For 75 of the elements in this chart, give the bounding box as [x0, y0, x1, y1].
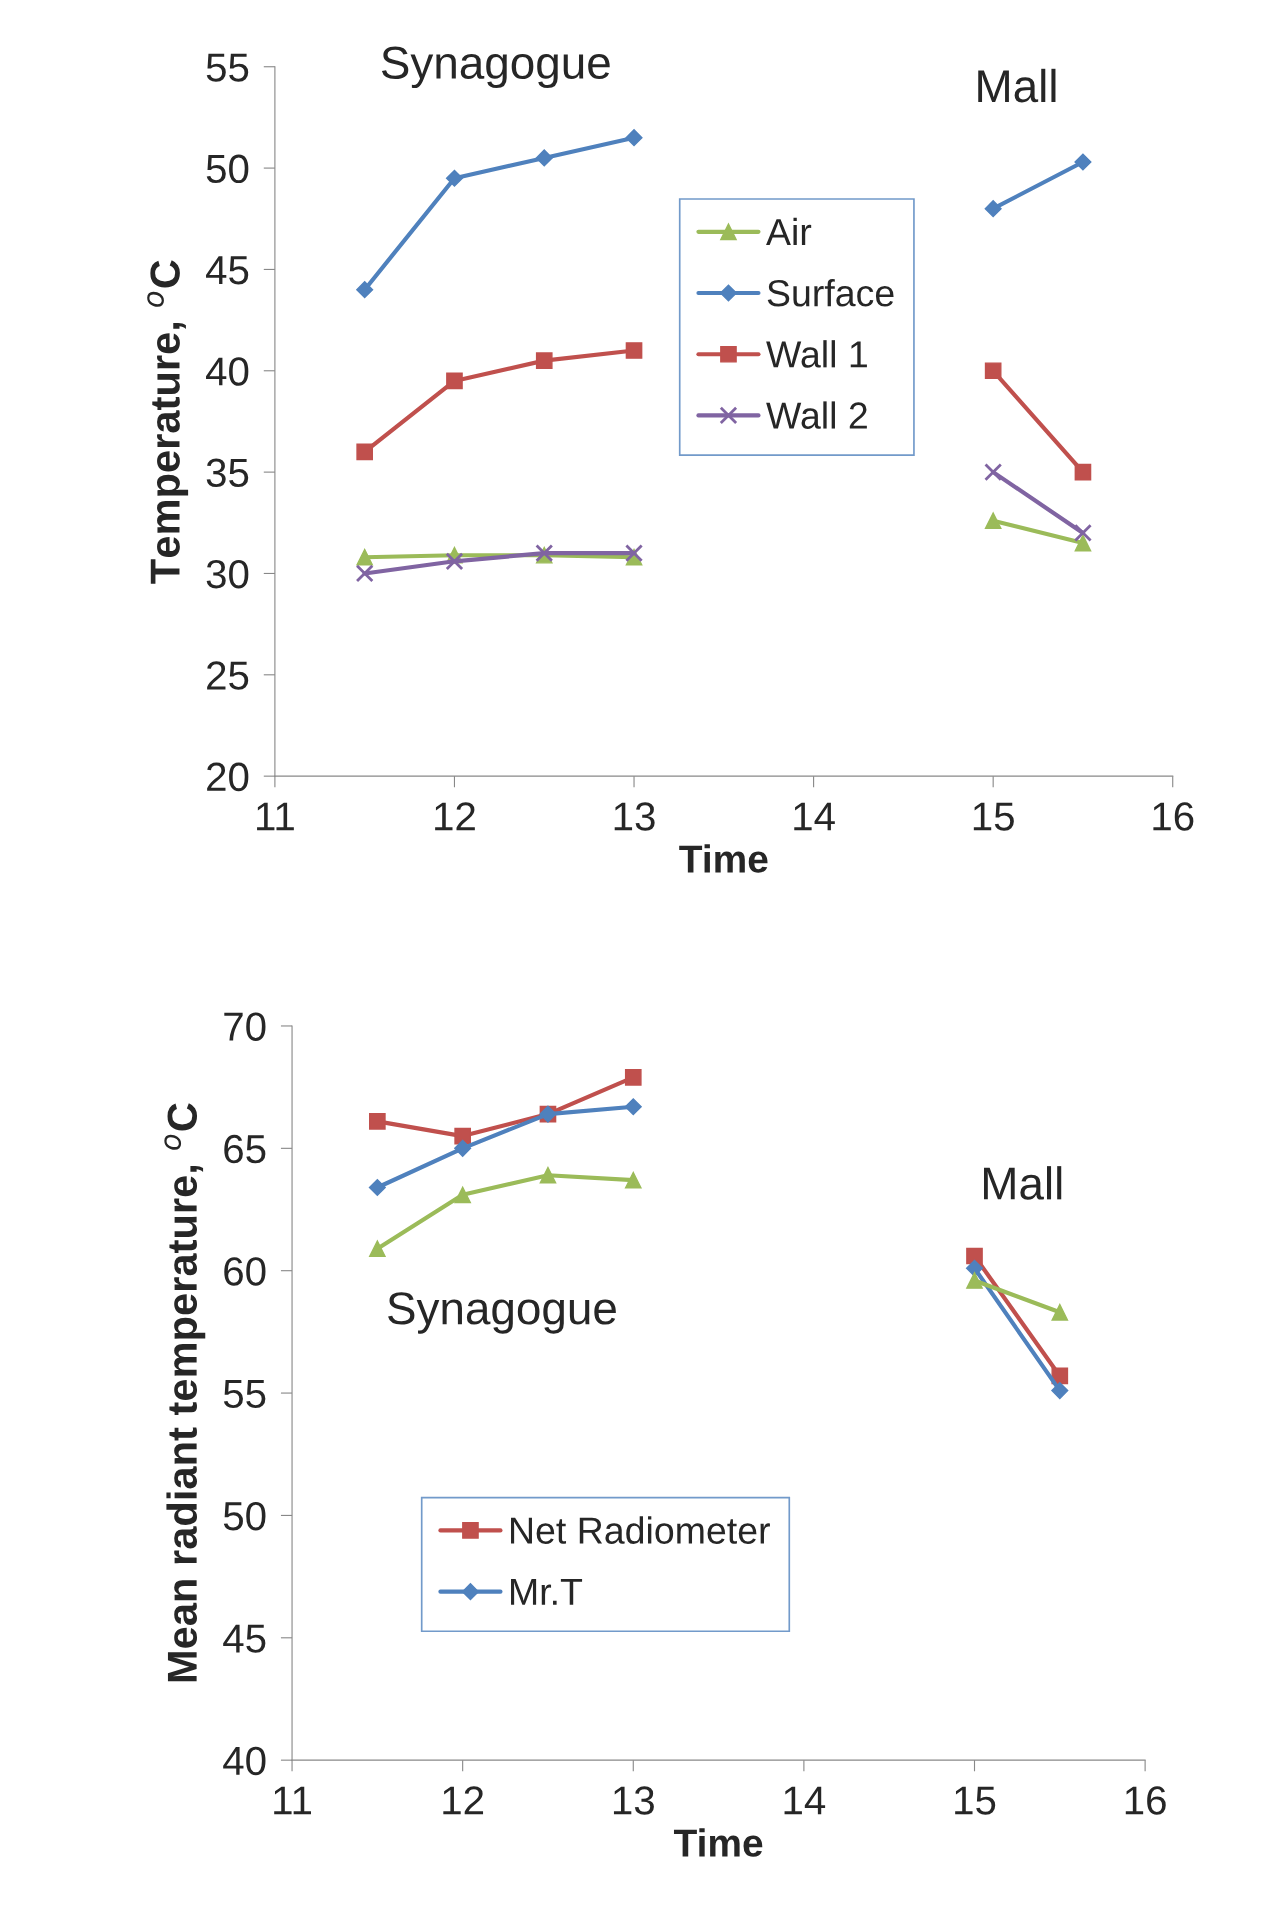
point — [454, 1127, 471, 1145]
point — [625, 342, 643, 359]
x-tick-label: 15 — [955, 1786, 996, 1815]
y-tick-label: 35 — [206, 458, 249, 488]
x-tick-label: 11 — [257, 802, 294, 831]
y-tick-label: 45 — [206, 256, 249, 285]
annotation: Synagogue — [381, 46, 610, 89]
annotation: Synagogue — [388, 1292, 616, 1334]
y-tick-label: 65 — [224, 1134, 266, 1164]
point — [356, 548, 374, 566]
x-tick-label: 14 — [784, 1786, 826, 1815]
point — [535, 149, 553, 167]
point — [625, 129, 643, 147]
y-tick-label: 60 — [224, 1257, 266, 1286]
point — [1074, 153, 1092, 171]
x-tick-label: 15 — [973, 802, 1014, 831]
point — [368, 1178, 386, 1197]
y-axis-title: Temperature, $^{o}$C — [147, 260, 189, 584]
legend-label: Surface — [767, 279, 894, 307]
y-tick-label: 20 — [207, 762, 249, 792]
legend-label: Mr.T — [511, 1578, 583, 1605]
x-tick-label: 16 — [1153, 802, 1194, 831]
y-tick-label: 55 — [223, 1379, 266, 1409]
point — [965, 1259, 984, 1277]
point — [1051, 1382, 1069, 1400]
x-tick-label: 16 — [1125, 1786, 1166, 1815]
point — [356, 443, 374, 461]
point — [625, 544, 644, 563]
legend-label: Wall 1 — [766, 340, 867, 368]
point — [1074, 463, 1092, 481]
legend-label: Wall 2 — [766, 401, 867, 429]
x-tick-label: 13 — [613, 1786, 654, 1815]
annotation: Mall — [984, 1166, 1062, 1200]
point — [454, 1139, 472, 1157]
point — [356, 281, 374, 299]
point — [539, 1166, 557, 1184]
point — [984, 463, 1003, 482]
y-tick-label: 30 — [206, 559, 249, 589]
y-tick-label: 55 — [206, 53, 249, 82]
point — [624, 1171, 642, 1189]
point — [984, 200, 1002, 218]
y-tick-label: 25 — [207, 661, 249, 690]
point — [454, 1186, 471, 1204]
x-axis-title: Time — [673, 1828, 763, 1857]
annotation: Mall — [978, 68, 1056, 103]
point — [369, 1240, 386, 1258]
point — [624, 1069, 642, 1086]
y-tick-label: 40 — [223, 1746, 266, 1776]
point — [624, 1098, 642, 1116]
point — [1051, 1303, 1069, 1321]
y-axis-title: Mean radiant temperature, $^{o}$C — [164, 1103, 206, 1682]
y-tick-label: 50 — [206, 154, 249, 184]
y-tick-label: 40 — [206, 357, 249, 386]
x-tick-label: 11 — [274, 1786, 311, 1815]
point — [1074, 534, 1092, 552]
point — [369, 1113, 386, 1130]
x-tick-label: 13 — [614, 802, 655, 831]
point — [984, 362, 1002, 380]
x-tick-label: 12 — [435, 802, 475, 831]
point — [966, 1272, 983, 1289]
x-tick-label: 12 — [443, 1786, 484, 1815]
x-axis-title: Time — [679, 844, 768, 873]
point — [535, 352, 553, 369]
point — [446, 372, 463, 390]
point — [984, 512, 1002, 530]
point — [1073, 523, 1092, 542]
x-tick-label: 14 — [794, 802, 835, 831]
y-tick-label: 70 — [224, 1012, 266, 1041]
legend-label: Net Radiometer — [511, 1516, 770, 1544]
y-tick-label: 45 — [223, 1624, 266, 1653]
y-tick-label: 50 — [223, 1501, 266, 1531]
legend-label: Air — [766, 217, 812, 245]
point — [355, 564, 374, 583]
point — [445, 169, 464, 187]
point — [445, 552, 464, 571]
